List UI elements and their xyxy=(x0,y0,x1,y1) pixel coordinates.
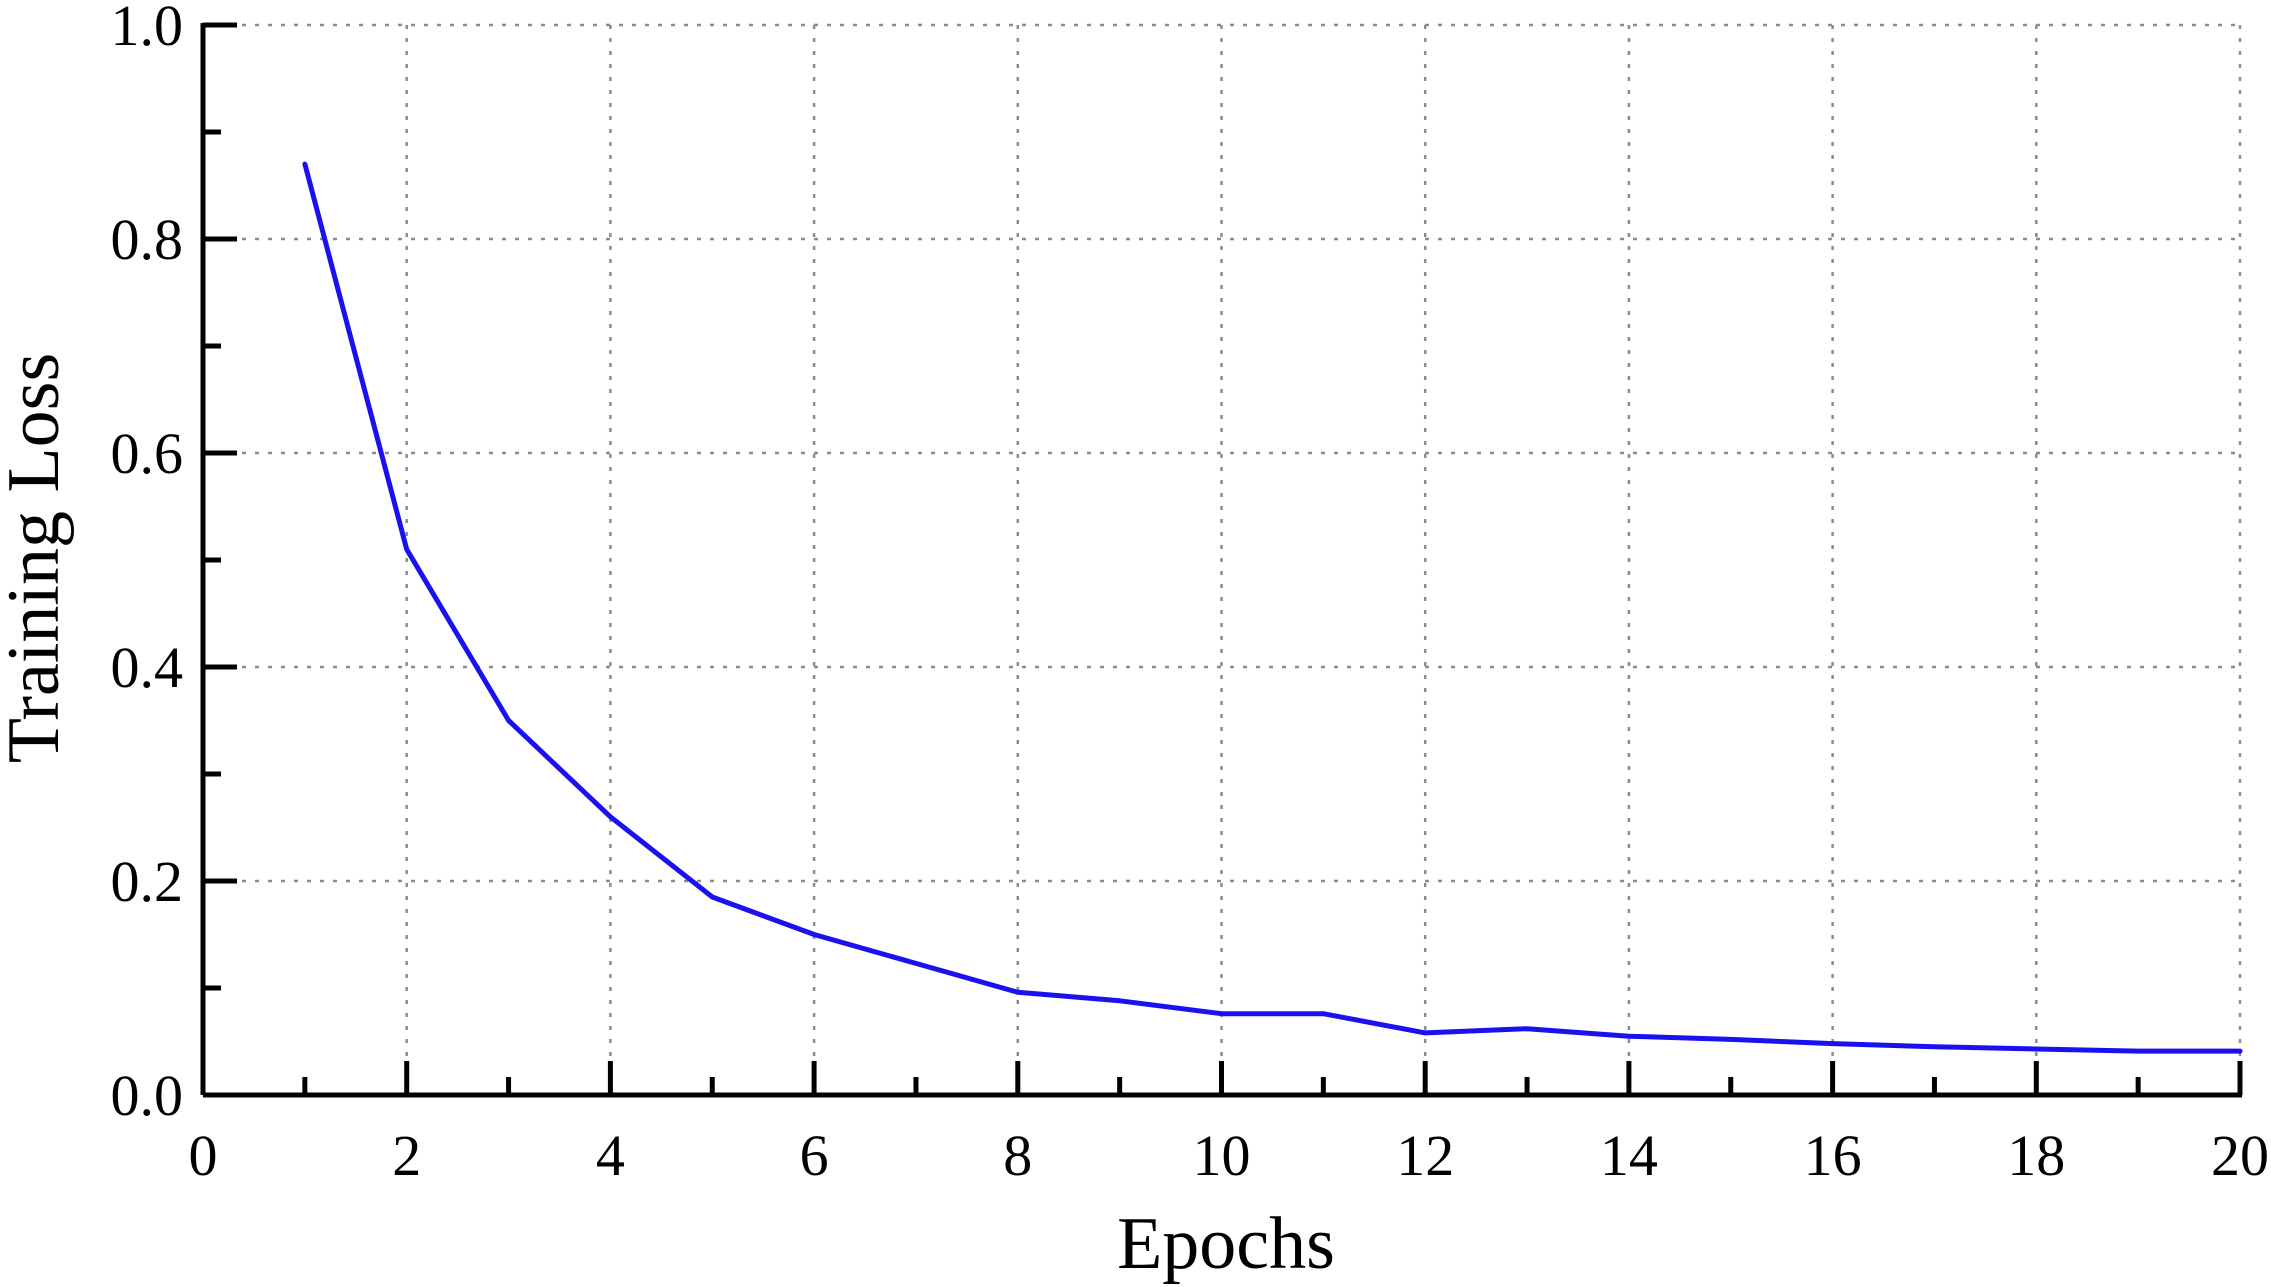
x-tick-label: 12 xyxy=(1396,1123,1454,1188)
x-tick-label: 20 xyxy=(2211,1123,2269,1188)
y-tick-label: 0.2 xyxy=(111,849,184,914)
x-tick-label: 4 xyxy=(596,1123,625,1188)
y-tick-label: 0.4 xyxy=(111,635,184,700)
y-tick-label: 1.0 xyxy=(111,0,184,58)
y-axis-title: Training Loss xyxy=(0,353,75,764)
series-group xyxy=(302,161,2243,1054)
x-tick-label: 14 xyxy=(1600,1123,1658,1188)
x-tick-label: 2 xyxy=(392,1123,421,1188)
x-tick-label: 16 xyxy=(1804,1123,1862,1188)
minor-ticks xyxy=(203,129,2141,1095)
x-axis-title: Epochs xyxy=(1117,1203,1335,1285)
x-tick-label: 10 xyxy=(1193,1123,1251,1188)
x-tick-label: 6 xyxy=(800,1123,829,1188)
grid-lines xyxy=(203,23,2242,1095)
series-line xyxy=(302,161,2243,1054)
y-tick-label: 0.8 xyxy=(111,207,184,272)
x-tick-label: 8 xyxy=(1003,1123,1032,1188)
axes xyxy=(200,22,2243,1098)
y-tick-labels: 0.0 0.2 0.4 0.6 0.8 1.0 xyxy=(111,0,184,1128)
x-tick-label: 0 xyxy=(189,1123,218,1188)
x-tick-labels: 0 2 4 6 8 10 12 14 16 18 20 xyxy=(189,1123,2270,1188)
x-tick-label: 18 xyxy=(2007,1123,2065,1188)
y-tick-label: 0.6 xyxy=(111,421,184,486)
y-tick-label: 0.0 xyxy=(111,1063,184,1128)
